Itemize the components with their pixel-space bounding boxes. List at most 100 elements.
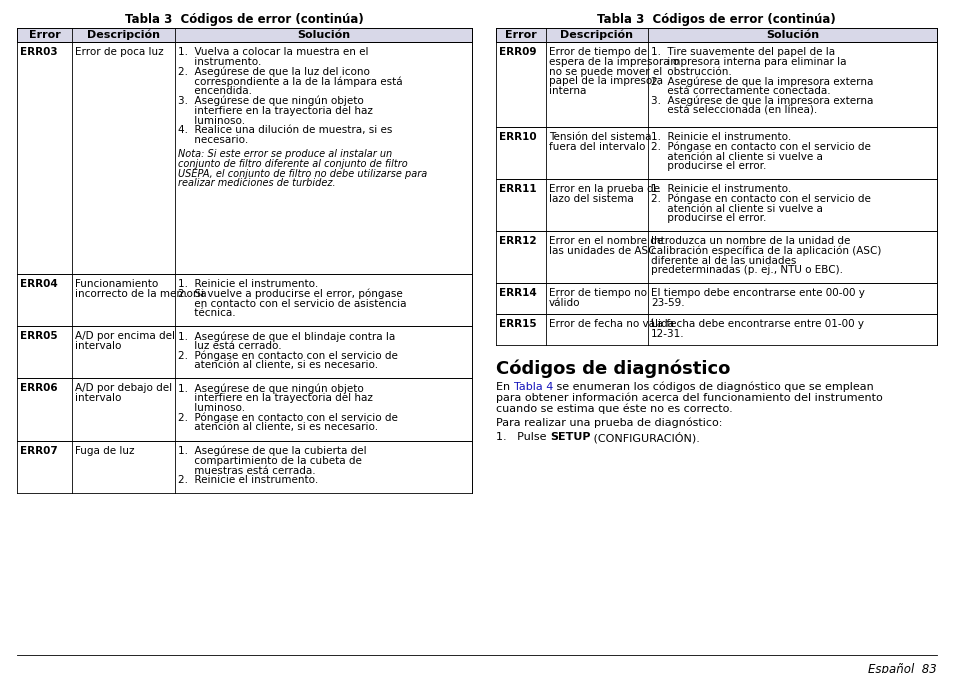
Text: calibración específica de la aplicación (ASC): calibración específica de la aplicación … xyxy=(650,246,881,256)
Text: para obtener información acerca del funcionamiento del instrumento: para obtener información acerca del func… xyxy=(496,393,882,403)
Text: correspondiente a la de la lámpara está: correspondiente a la de la lámpara está xyxy=(178,77,402,87)
Text: se enumeran los códigos de diagnóstico que se emplean: se enumeran los códigos de diagnóstico q… xyxy=(553,382,873,392)
Text: realizar mediciones de turbidez.: realizar mediciones de turbidez. xyxy=(178,178,335,188)
Text: Tabla 3  Códigos de error (continúa): Tabla 3 Códigos de error (continúa) xyxy=(125,13,363,26)
Text: Funcionamiento: Funcionamiento xyxy=(75,279,158,289)
Text: 1.  Tire suavemente del papel de la: 1. Tire suavemente del papel de la xyxy=(650,47,834,57)
Text: necesario.: necesario. xyxy=(178,135,248,145)
Text: incorrecto de la memoria: incorrecto de la memoria xyxy=(75,289,207,299)
Text: 1.  Asegúrese de que ningún objeto: 1. Asegúrese de que ningún objeto xyxy=(178,383,363,394)
Text: Tabla 4: Tabla 4 xyxy=(513,382,553,392)
Text: Descripción: Descripción xyxy=(560,30,633,40)
Text: ERR06: ERR06 xyxy=(20,383,57,393)
Text: (CONFIGURACIÓN).: (CONFIGURACIÓN). xyxy=(590,432,700,444)
Bar xyxy=(17,326,472,378)
Text: Error de tiempo no: Error de tiempo no xyxy=(548,288,646,298)
Text: Error de fecha no válida: Error de fecha no válida xyxy=(548,319,673,329)
Text: técnica.: técnica. xyxy=(178,308,235,318)
Text: El tiempo debe encontrarse ente 00-00 y: El tiempo debe encontrarse ente 00-00 y xyxy=(650,288,864,298)
Bar xyxy=(17,42,472,274)
Text: en contacto con el servicio de asistencia: en contacto con el servicio de asistenci… xyxy=(178,299,406,309)
Text: 2.  Asegúrese de que la luz del icono: 2. Asegúrese de que la luz del icono xyxy=(178,67,370,77)
Text: espera de la impresora o: espera de la impresora o xyxy=(548,57,679,67)
Text: diferente al de las unidades: diferente al de las unidades xyxy=(650,256,796,266)
Text: compartimiento de la cubeta de: compartimiento de la cubeta de xyxy=(178,456,361,466)
Text: atención al cliente si vuelve a: atención al cliente si vuelve a xyxy=(650,151,822,162)
Text: 3.  Asegúrese de que ningún objeto: 3. Asegúrese de que ningún objeto xyxy=(178,96,363,106)
Text: 1.  Reinicie el instrumento.: 1. Reinicie el instrumento. xyxy=(650,132,790,142)
Text: luminoso.: luminoso. xyxy=(178,116,245,126)
Text: ERR10: ERR10 xyxy=(498,132,536,142)
Text: cuando se estima que éste no es correcto.: cuando se estima que éste no es correcto… xyxy=(496,404,732,414)
Bar xyxy=(496,28,936,42)
Text: producirse el error.: producirse el error. xyxy=(650,162,765,172)
Text: ERR15: ERR15 xyxy=(498,319,536,329)
Text: La fecha debe encontrarse entre 01-00 y: La fecha debe encontrarse entre 01-00 y xyxy=(650,319,863,329)
Text: interfiere en la trayectoria del haz: interfiere en la trayectoria del haz xyxy=(178,393,373,403)
Text: interna: interna xyxy=(548,86,586,96)
Text: 2.  Póngase en contacto con el servicio de: 2. Póngase en contacto con el servicio d… xyxy=(650,194,870,205)
Text: ERR07: ERR07 xyxy=(20,446,58,456)
Text: producirse el error.: producirse el error. xyxy=(650,213,765,223)
Text: atención al cliente, si es necesario.: atención al cliente, si es necesario. xyxy=(178,361,377,370)
Text: Error en la prueba de: Error en la prueba de xyxy=(548,184,659,194)
Text: ERR12: ERR12 xyxy=(498,236,536,246)
Text: interfiere en la trayectoria del haz: interfiere en la trayectoria del haz xyxy=(178,106,373,116)
Bar xyxy=(17,274,472,326)
Text: 2.  Asegúrese de que la impresora externa: 2. Asegúrese de que la impresora externa xyxy=(650,77,872,87)
Text: intervalo: intervalo xyxy=(75,341,121,351)
Text: predeterminadas (p. ej., NTU o EBC).: predeterminadas (p. ej., NTU o EBC). xyxy=(650,265,842,275)
Bar xyxy=(496,127,936,179)
Text: Tabla 3  Códigos de error (continúa): Tabla 3 Códigos de error (continúa) xyxy=(597,13,835,26)
Text: ERR05: ERR05 xyxy=(20,331,57,341)
Text: ERR04: ERR04 xyxy=(20,279,58,289)
Text: A/D por encima del: A/D por encima del xyxy=(75,331,174,341)
Text: encendida.: encendida. xyxy=(178,86,252,96)
Text: luz está cerrado.: luz está cerrado. xyxy=(178,341,281,351)
Text: impresora interna para eliminar la: impresora interna para eliminar la xyxy=(650,57,845,67)
Text: Solución: Solución xyxy=(765,30,819,40)
Bar xyxy=(496,179,936,231)
Text: Español  83: Español 83 xyxy=(867,663,936,673)
Text: Tensión del sistema: Tensión del sistema xyxy=(548,132,651,142)
Text: Error de poca luz: Error de poca luz xyxy=(75,47,164,57)
Text: luminoso.: luminoso. xyxy=(178,402,245,413)
Text: atención al cliente, si es necesario.: atención al cliente, si es necesario. xyxy=(178,422,377,432)
Text: Introduzca un nombre de la unidad de: Introduzca un nombre de la unidad de xyxy=(650,236,849,246)
Text: 1.  Asegúrese de que la cubierta del: 1. Asegúrese de que la cubierta del xyxy=(178,446,366,456)
Text: lazo del sistema: lazo del sistema xyxy=(548,194,633,204)
Text: 4.  Realice una dilución de muestra, si es: 4. Realice una dilución de muestra, si e… xyxy=(178,125,392,135)
Text: Error: Error xyxy=(504,30,537,40)
Text: 12-31.: 12-31. xyxy=(650,329,684,339)
Text: Error: Error xyxy=(29,30,60,40)
Text: Descripción: Descripción xyxy=(87,30,160,40)
Text: ERR14: ERR14 xyxy=(498,288,537,298)
Bar xyxy=(17,441,472,493)
Text: muestras está cerrada.: muestras está cerrada. xyxy=(178,466,315,476)
Text: Error de tiempo de: Error de tiempo de xyxy=(548,47,646,57)
Text: atención al cliente si vuelve a: atención al cliente si vuelve a xyxy=(650,204,822,213)
Text: obstrucción.: obstrucción. xyxy=(650,67,731,77)
Text: 3.  Asegúrese de que la impresora externa: 3. Asegúrese de que la impresora externa xyxy=(650,96,872,106)
Text: intervalo: intervalo xyxy=(75,393,121,403)
Bar xyxy=(17,378,472,441)
Text: Fuga de luz: Fuga de luz xyxy=(75,446,134,456)
Text: USEPA, el conjunto de filtro no debe utilizarse para: USEPA, el conjunto de filtro no debe uti… xyxy=(178,169,427,178)
Text: 1.   Pulse: 1. Pulse xyxy=(496,432,550,442)
Text: 2.  Si vuelve a producirse el error, póngase: 2. Si vuelve a producirse el error, póng… xyxy=(178,289,402,299)
Text: ERR09: ERR09 xyxy=(498,47,536,57)
Text: 1.  Vuelva a colocar la muestra en el: 1. Vuelva a colocar la muestra en el xyxy=(178,47,368,57)
Text: las unidades de ASC: las unidades de ASC xyxy=(548,246,655,256)
Text: SETUP: SETUP xyxy=(550,432,590,442)
Text: válido: válido xyxy=(548,297,579,308)
Text: 2.  Póngase en contacto con el servicio de: 2. Póngase en contacto con el servicio d… xyxy=(650,142,870,152)
Text: ERR03: ERR03 xyxy=(20,47,57,57)
Text: está seleccionada (en línea).: está seleccionada (en línea). xyxy=(650,106,817,116)
Text: 1.  Reinicie el instrumento.: 1. Reinicie el instrumento. xyxy=(178,279,318,289)
Text: 2.  Póngase en contacto con el servicio de: 2. Póngase en contacto con el servicio d… xyxy=(178,351,397,361)
Text: Error en el nombre de: Error en el nombre de xyxy=(548,236,662,246)
Text: En: En xyxy=(496,382,513,392)
Text: no se puede mover el: no se puede mover el xyxy=(548,67,661,77)
Text: Solución: Solución xyxy=(296,30,350,40)
Text: papel de la impresora: papel de la impresora xyxy=(548,77,662,86)
